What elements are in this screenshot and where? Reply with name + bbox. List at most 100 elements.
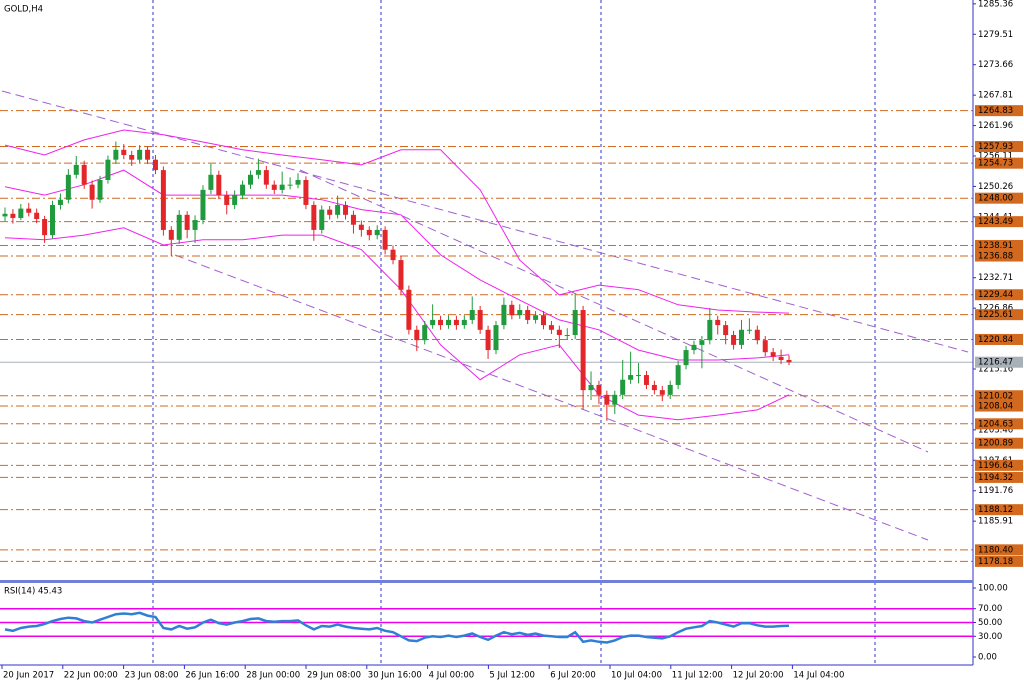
candle-body <box>137 149 143 160</box>
x-tick-label: 5 Jul 12:00 <box>489 671 535 681</box>
candle-body <box>240 184 246 196</box>
candle-body <box>469 310 475 320</box>
chart-title: GOLD,H4 <box>4 5 43 15</box>
candle-body <box>406 289 412 330</box>
candle-body <box>18 208 24 218</box>
y-tick-label: 1261.96 <box>978 121 1013 131</box>
candle-body <box>517 310 523 316</box>
level-tag <box>975 309 1023 321</box>
level-tag <box>975 504 1023 516</box>
rsi-tick-label: 70.00 <box>978 604 1002 614</box>
level-label: 1178.18 <box>978 557 1013 567</box>
level-label: 1248.00 <box>978 194 1013 204</box>
candle-body <box>778 356 784 360</box>
y-tick-label: 1203.46 <box>978 425 1013 435</box>
rsi-line <box>4 611 790 644</box>
candle-body <box>50 204 56 236</box>
x-tick-label: 11 Jul 12:00 <box>672 671 723 681</box>
rsi-tick-label: 0.00 <box>978 653 997 663</box>
candle-body <box>176 214 182 240</box>
level-tag <box>975 157 1023 169</box>
rsi-label: RSI(14) 45.43 <box>4 587 62 597</box>
level-tag <box>975 437 1023 449</box>
candle-body <box>263 170 269 185</box>
candle-body <box>541 315 547 326</box>
level-tag <box>975 141 1023 153</box>
candle-body <box>366 229 372 236</box>
candle-body <box>707 319 713 341</box>
y-tick-label: 1226.86 <box>978 304 1013 314</box>
candle-body <box>105 159 111 180</box>
y-tick-label: 1185.91 <box>978 517 1013 527</box>
level-tag <box>975 289 1023 301</box>
level-label: 1204.63 <box>978 419 1013 429</box>
level-label: 1257.93 <box>978 142 1013 152</box>
candle-body <box>192 220 198 230</box>
level-tag <box>975 418 1023 430</box>
y-tick-label: 1215.16 <box>978 365 1013 375</box>
candle-body <box>319 209 325 230</box>
level-label: 1254.73 <box>978 159 1013 169</box>
candle-body <box>731 334 737 345</box>
x-tick-label: 29 Jun 08:00 <box>307 671 361 681</box>
candle-body <box>152 159 158 171</box>
candle-body <box>73 164 79 175</box>
candle-body <box>382 229 388 250</box>
candle-body <box>255 170 261 175</box>
candle-body <box>612 394 618 405</box>
candle-body <box>461 319 467 326</box>
level-tag <box>975 459 1023 471</box>
candle-body <box>311 204 317 230</box>
candle-body <box>10 213 16 218</box>
candle-body <box>89 184 95 200</box>
candle-body <box>2 213 8 217</box>
x-tick-label: 30 Jun 16:00 <box>368 671 422 681</box>
level-label: 1194.32 <box>978 473 1013 483</box>
level-tag <box>975 390 1023 402</box>
y-tick-label: 1285.36 <box>978 0 1013 9</box>
candle-body <box>556 329 562 335</box>
candle-body <box>97 179 103 200</box>
candle-body <box>121 149 127 156</box>
y-tick-label: 1279.51 <box>978 30 1013 40</box>
candle-body <box>287 184 293 186</box>
x-tick-label: 6 Jul 20:00 <box>550 671 596 681</box>
trend-lines <box>1 90 969 541</box>
x-tick-label: 10 Jul 04:00 <box>611 671 662 681</box>
level-label: 1243.49 <box>978 217 1013 227</box>
candle-body <box>216 174 222 196</box>
last-price-tag <box>975 356 1023 368</box>
candle-body <box>699 340 705 345</box>
band-upper <box>4 129 790 314</box>
candle-body <box>358 224 364 230</box>
candle-body <box>34 212 40 219</box>
candle-body <box>390 249 396 261</box>
candle-body <box>746 329 752 331</box>
candle-body <box>145 149 151 160</box>
candle-body <box>160 170 166 230</box>
candle-body <box>691 344 697 351</box>
candle-body <box>200 189 206 221</box>
candle-body <box>501 304 507 326</box>
band-middle <box>4 169 790 361</box>
level-label: 1200.89 <box>978 439 1013 449</box>
candle-body <box>572 310 578 335</box>
y-tick-label: 1273.66 <box>978 60 1013 70</box>
level-tag <box>975 216 1023 228</box>
candle-body <box>327 209 333 215</box>
candle-body <box>525 310 531 320</box>
rsi-tick-label: 30.00 <box>978 632 1002 642</box>
x-tick-label: 14 Jul 04:00 <box>793 671 844 681</box>
candle-body <box>184 214 190 230</box>
level-label: 1236.88 <box>978 252 1013 262</box>
y-tick-label: 1191.76 <box>978 486 1013 496</box>
candle-body <box>343 204 349 215</box>
x-tick-label: 26 Jun 16:00 <box>185 671 239 681</box>
candle-body <box>738 329 744 345</box>
candle-body <box>422 325 428 341</box>
candle-body <box>224 195 230 205</box>
candle-body <box>295 179 301 185</box>
candle-body <box>271 184 277 190</box>
